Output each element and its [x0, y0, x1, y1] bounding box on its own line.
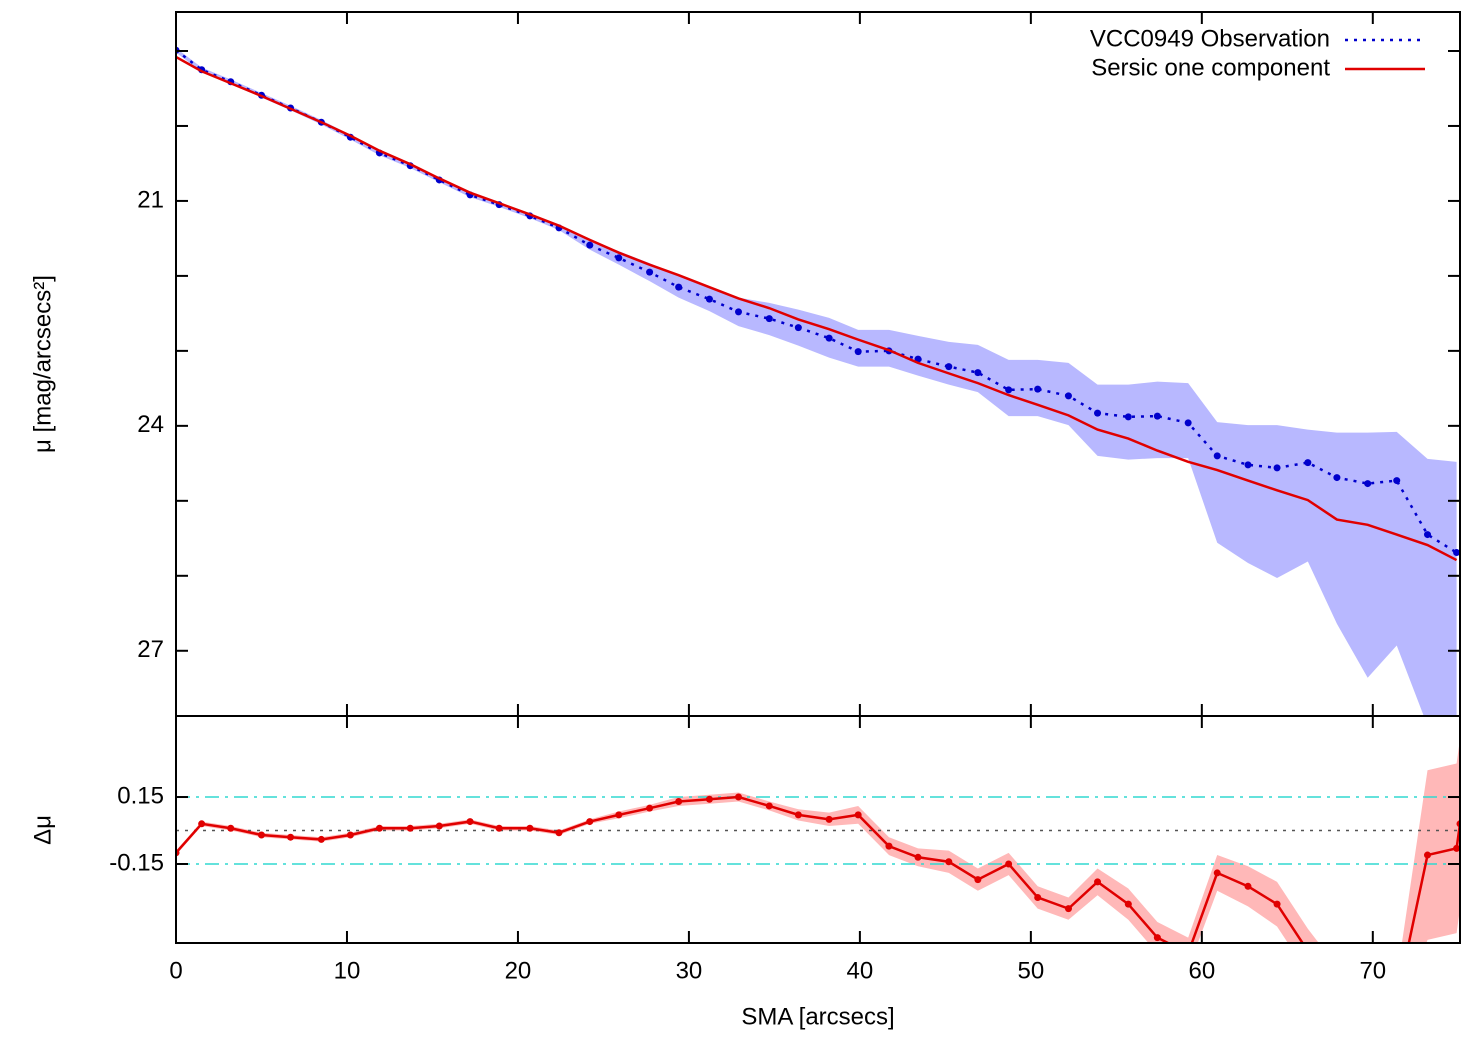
data-point [825, 815, 833, 823]
data-point [1333, 474, 1341, 482]
y-axis-label: Δμ [29, 815, 56, 845]
data-point [1364, 480, 1372, 488]
data-point [945, 363, 953, 371]
data-point [1304, 948, 1311, 955]
data-point [1124, 900, 1132, 908]
data-point [466, 818, 474, 826]
data-point [586, 241, 594, 249]
data-point [1094, 878, 1102, 886]
data-point [1094, 409, 1102, 417]
data-point [675, 283, 683, 291]
data-point [675, 797, 683, 805]
data-point [974, 876, 982, 884]
y-tick-label: 0.15 [117, 782, 164, 809]
data-point [765, 802, 773, 810]
x-tick-label: 30 [676, 957, 703, 984]
plot-frame [175, 715, 1461, 944]
y-tick-label: 21 [137, 186, 164, 213]
x-tick-label: 70 [1359, 957, 1386, 984]
data-point [1304, 459, 1312, 467]
y-axis-label: μ [mag/arcsecs²] [29, 275, 56, 453]
series-line [176, 55, 1458, 562]
data-point [705, 795, 713, 803]
data-point [615, 811, 623, 819]
data-point [734, 308, 742, 316]
data-point [287, 833, 295, 841]
data-point [1124, 413, 1132, 421]
y-tick-label: 24 [137, 411, 164, 438]
data-point [1424, 851, 1432, 859]
x-tick-label: 0 [169, 957, 182, 984]
data-point [945, 858, 953, 866]
data-point [346, 831, 354, 839]
data-point [495, 824, 503, 832]
x-axis-label: SMA [arcsecs] [741, 1003, 894, 1030]
data-point [1424, 531, 1432, 539]
y-tick-label: -0.15 [109, 849, 164, 876]
x-tick-label: 60 [1188, 957, 1215, 984]
data-point [1034, 893, 1042, 901]
data-point [974, 369, 982, 377]
data-point [825, 334, 833, 342]
data-point [1244, 882, 1252, 890]
data-point [1453, 549, 1460, 557]
data-point [794, 811, 802, 819]
data-point [646, 804, 654, 812]
data-point [646, 268, 654, 276]
data-point [1213, 869, 1221, 877]
data-point [1005, 386, 1013, 394]
data-point [885, 842, 893, 850]
legend-label: Sersic one component [1091, 54, 1330, 81]
data-point [198, 820, 206, 828]
plot-area [176, 738, 1460, 1004]
data-point [734, 793, 742, 801]
data-point [1393, 997, 1400, 1004]
data-point [615, 254, 623, 262]
data-point [1185, 950, 1192, 957]
series-line [176, 49, 1458, 554]
data-point [1393, 477, 1401, 485]
data-point [1213, 452, 1221, 460]
error-band [176, 47, 1457, 716]
data-point [375, 824, 383, 832]
data-point [765, 315, 773, 323]
data-point [1364, 997, 1371, 1004]
data-point [1453, 844, 1460, 852]
data-point [435, 822, 443, 830]
data-point [227, 824, 235, 832]
x-tick-label: 10 [334, 957, 361, 984]
data-point [794, 324, 802, 332]
data-point [1034, 385, 1042, 393]
data-point [257, 831, 265, 839]
data-point [1064, 905, 1072, 913]
plot-area [176, 46, 1460, 716]
data-point [317, 835, 325, 843]
y-tick-label: 27 [137, 636, 164, 663]
data-point [1244, 461, 1252, 469]
x-tick-label: 20 [505, 957, 532, 984]
data-point [1333, 985, 1340, 992]
error-band [176, 738, 1460, 943]
data-point [586, 818, 594, 826]
legend-label: VCC0949 Observation [1090, 25, 1330, 52]
data-point [1153, 412, 1161, 420]
plot-frame [175, 11, 1461, 717]
data-point [1184, 419, 1192, 427]
data-point [555, 829, 563, 837]
data-point [1273, 464, 1281, 472]
data-point [1273, 900, 1281, 908]
x-tick-label: 40 [847, 957, 874, 984]
data-point [1064, 392, 1072, 400]
data-point [914, 853, 922, 861]
data-point [1153, 934, 1161, 942]
data-point [406, 824, 414, 832]
data-point [854, 811, 862, 819]
data-point [854, 348, 862, 356]
data-point [705, 295, 713, 303]
x-tick-label: 50 [1018, 957, 1045, 984]
data-point [526, 824, 534, 832]
series-line [176, 795, 1460, 943]
data-point [1005, 860, 1013, 868]
